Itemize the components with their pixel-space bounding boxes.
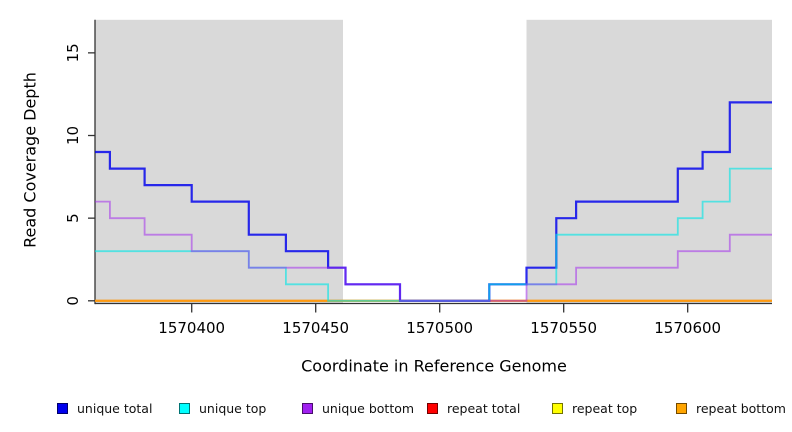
- legend-swatch-icon: [302, 402, 313, 414]
- y-tick-label: 10: [64, 126, 82, 145]
- series-line-unique-bottom: [95, 200, 772, 302]
- legend-swatch-icon: [552, 402, 563, 414]
- legend-label: unique bottom: [322, 400, 415, 416]
- x-tick-label: 1570450: [282, 319, 349, 337]
- legend-label: repeat bottom: [696, 400, 786, 416]
- legend-item-unique-total: unique total: [57, 400, 153, 416]
- x-tick-label: 1570550: [530, 319, 597, 337]
- legend-item-unique-top: unique top: [179, 400, 267, 416]
- legend: unique total unique top unique bottom repea…: [0, 0, 792, 416]
- x-tick-label: 1570600: [654, 319, 721, 337]
- x-axis-title: Coordinate in Reference Genome: [301, 356, 567, 376]
- legend-label: repeat total: [447, 400, 521, 416]
- legend-item-repeat-bottom: repeat bottom: [676, 400, 786, 416]
- legend-swatch-icon: [57, 402, 68, 414]
- legend-item-repeat-total: repeat total: [427, 400, 521, 416]
- legend-item-unique-bottom: unique bottom: [302, 400, 415, 416]
- legend-swatch-icon: [179, 402, 190, 414]
- shaded-region: [95, 19, 343, 304]
- x-tick-label: 1570500: [406, 319, 473, 337]
- y-axis-title: Read Coverage Depth: [20, 72, 40, 248]
- legend-swatch-icon: [427, 402, 438, 414]
- legend-label: repeat top: [572, 400, 638, 416]
- shaded-region: [526, 19, 772, 304]
- legend-item-repeat-top: repeat top: [552, 400, 638, 416]
- y-tick-label: 0: [64, 296, 82, 306]
- y-tick-label: 15: [64, 43, 82, 62]
- y-tick-label: 5: [64, 213, 82, 223]
- legend-label: unique total: [77, 400, 153, 416]
- legend-swatch-icon: [676, 402, 687, 414]
- legend-label: unique top: [199, 400, 267, 416]
- x-tick-label: 1570400: [158, 319, 225, 337]
